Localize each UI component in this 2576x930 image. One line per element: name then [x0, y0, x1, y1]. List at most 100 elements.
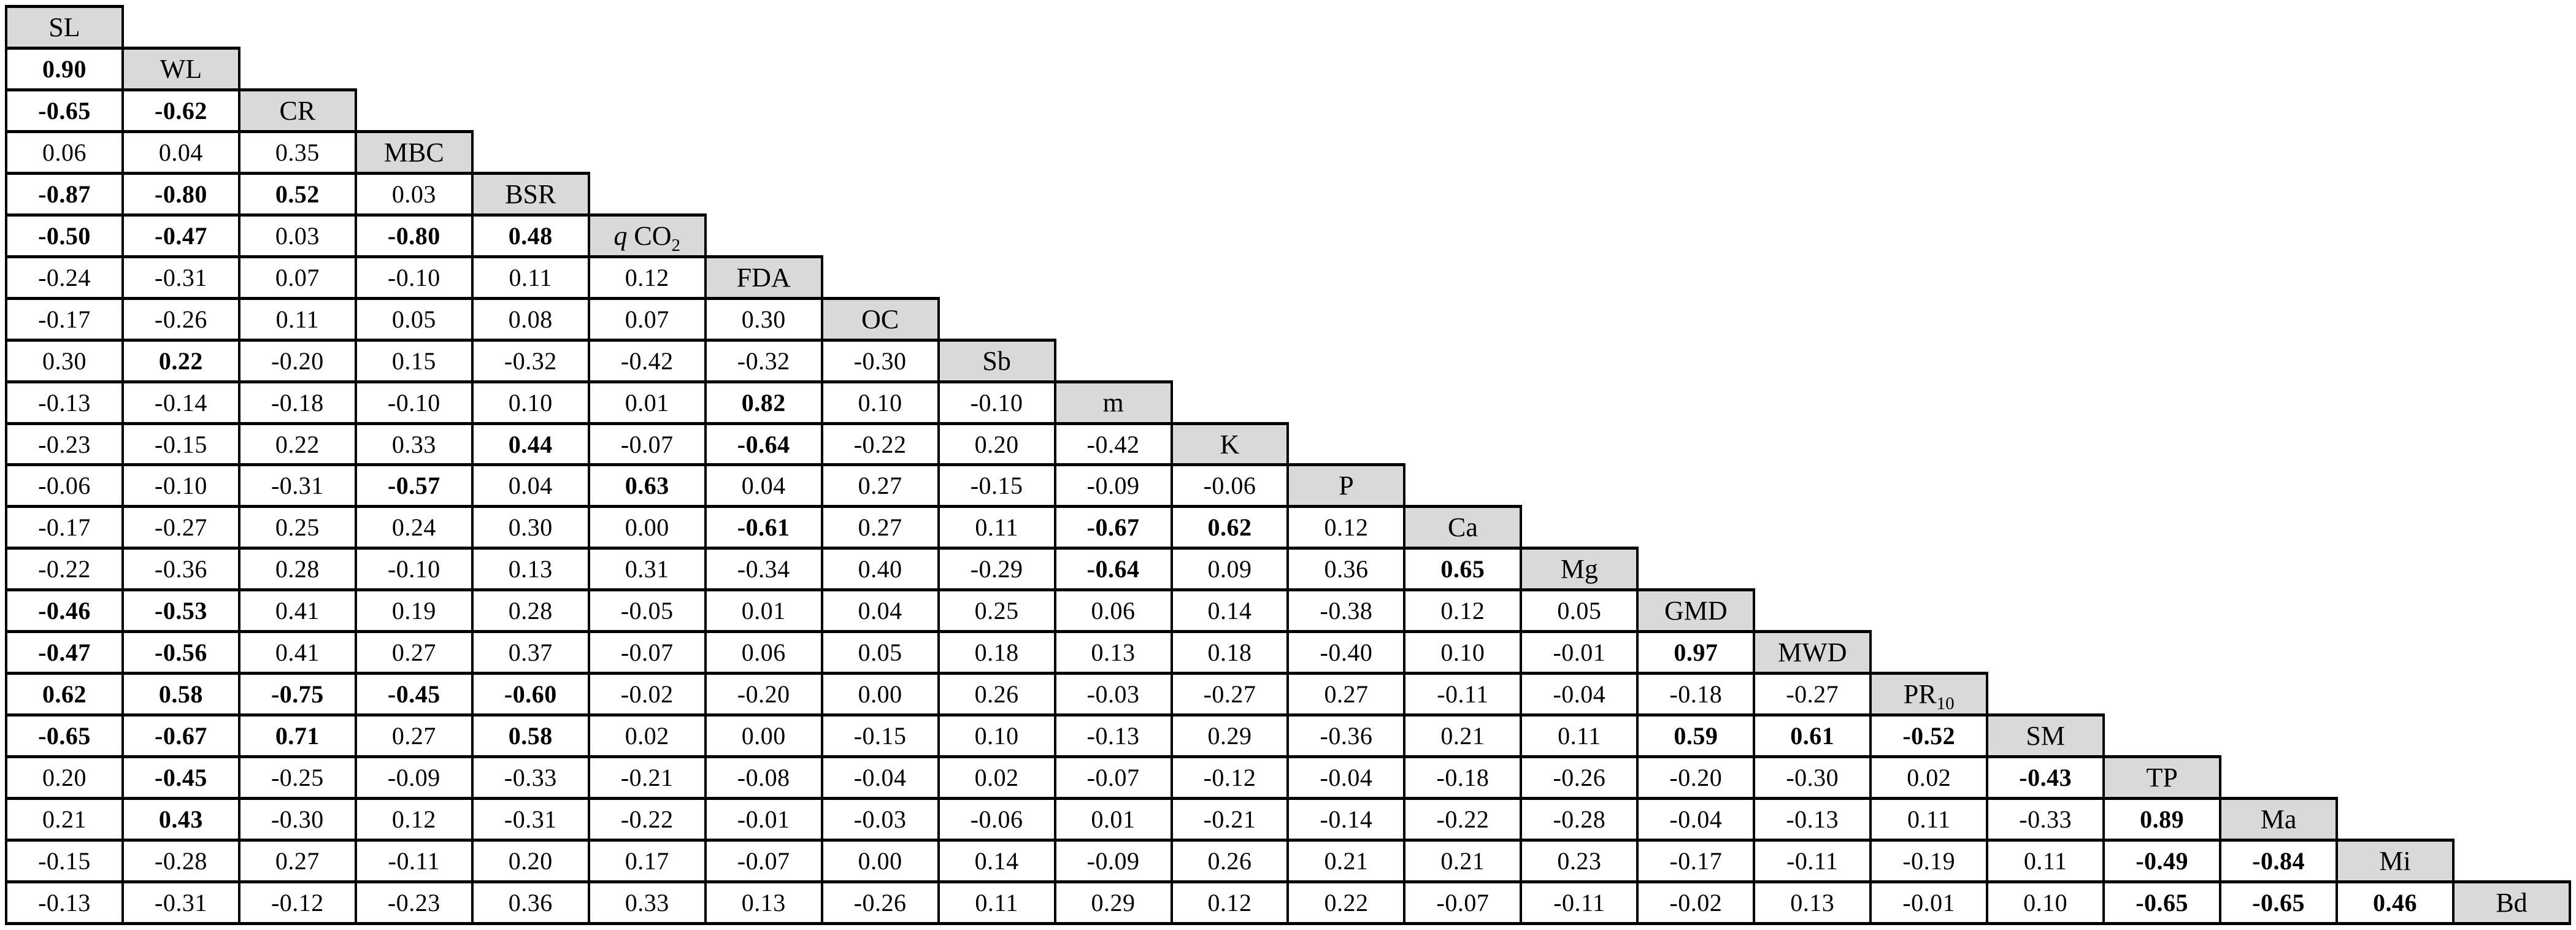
empty-cell	[822, 48, 939, 90]
empty-cell	[2337, 715, 2453, 757]
corr-value-Bd-MWD: 0.13	[1753, 880, 1872, 925]
empty-cell	[2220, 632, 2337, 674]
empty-cell	[1870, 507, 1987, 548]
corr-value-Mg-P: 0.36	[1286, 547, 1406, 592]
empty-cell	[1987, 507, 2104, 548]
corr-value-FDA-qCO2: 0.12	[587, 255, 707, 300]
corr-value-PR10-Sb: 0.26	[937, 672, 1056, 717]
empty-cell	[1870, 590, 1987, 632]
empty-cell	[1288, 48, 1404, 90]
empty-cell	[1987, 382, 2104, 423]
empty-cell	[2453, 590, 2570, 632]
corr-value-Ma-FDA: -0.01	[704, 797, 823, 842]
corr-value-PR10-OC: 0.00	[820, 672, 940, 717]
header-cell-SM: SM	[1986, 713, 2105, 759]
corr-value-m-CR: -0.18	[237, 380, 357, 425]
empty-cell	[822, 7, 939, 48]
corr-value-Mi-m: -0.09	[1053, 839, 1173, 884]
header-text-part: P	[1339, 471, 1354, 501]
empty-cell	[2453, 131, 2570, 173]
empty-cell	[1637, 382, 1754, 423]
empty-cell	[1055, 131, 1172, 173]
corr-value-m-FDA: 0.82	[704, 380, 823, 425]
empty-cell	[472, 131, 589, 173]
corr-value-MBC-CR: 0.35	[237, 129, 357, 175]
corr-value-SM-OC: -0.15	[820, 713, 940, 759]
corr-value-SM-qCO2: 0.02	[587, 713, 707, 759]
corr-value-Ca-FDA: -0.61	[704, 505, 823, 550]
corr-value-K-Sb: 0.20	[937, 421, 1056, 467]
header-text-part: FDA	[736, 262, 791, 293]
corr-value-PR10-BSR: -0.60	[471, 672, 590, 717]
corr-value-SM-MBC: 0.27	[354, 713, 474, 759]
corr-value-Mg-m: -0.64	[1053, 547, 1173, 592]
empty-cell	[1754, 507, 1870, 548]
corr-value-TP-FDA: -0.08	[704, 755, 823, 801]
header-cell-Bd: Bd	[2452, 880, 2571, 925]
empty-cell	[1754, 90, 1870, 131]
empty-cell	[2453, 256, 2570, 298]
corr-value-MWD-CR: 0.41	[237, 630, 357, 675]
corr-value-Mi-MWD: -0.11	[1753, 839, 1872, 884]
empty-cell	[1754, 382, 1870, 423]
corr-value-MWD-K: 0.18	[1170, 630, 1290, 675]
empty-cell	[2337, 131, 2453, 173]
corr-value-FDA-WL: -0.31	[121, 255, 240, 300]
empty-cell	[1637, 465, 1754, 507]
corr-value-Sb-FDA: -0.32	[704, 338, 823, 383]
empty-cell	[2337, 548, 2453, 590]
corr-value-Bd-Ma: -0.65	[2219, 880, 2339, 925]
empty-cell	[1870, 340, 1987, 382]
empty-cell	[2220, 465, 2337, 507]
empty-cell	[1637, 7, 1754, 48]
empty-cell	[1404, 256, 1521, 298]
empty-cell	[2337, 90, 2453, 131]
corr-value-Ca-WL: -0.27	[121, 505, 240, 550]
corr-value-Mi-K: 0.26	[1170, 839, 1290, 884]
empty-cell	[1987, 131, 2104, 173]
corr-value-PR10-Ca: -0.11	[1403, 672, 1523, 717]
empty-cell	[1404, 423, 1521, 465]
empty-cell	[1288, 90, 1404, 131]
empty-cell	[2220, 423, 2337, 465]
empty-cell	[706, 215, 822, 256]
matrix-row-m: -0.13 -0.14 -0.18 -0.10 0.10 0.01 0.82 0.10 -0.1…	[5, 380, 2570, 425]
corr-value-TP-OC: -0.04	[820, 755, 940, 801]
empty-cell	[2104, 298, 2220, 340]
corr-value-SM-m: -0.13	[1053, 713, 1173, 759]
empty-cell	[2337, 382, 2453, 423]
corr-value-Mg-BSR: 0.13	[471, 547, 590, 592]
empty-cell	[356, 48, 472, 90]
corr-value-GMD-qCO2: -0.05	[587, 588, 707, 634]
empty-cell	[2337, 674, 2453, 715]
corr-value-Ma-CR: -0.30	[237, 797, 357, 842]
empty-cell	[2104, 256, 2220, 298]
header-cell-Ma: Ma	[2219, 797, 2339, 842]
empty-cell	[1870, 90, 1987, 131]
corr-value-Bd-P: 0.22	[1286, 880, 1406, 925]
empty-cell	[1754, 548, 1870, 590]
empty-cell	[2337, 757, 2453, 799]
corr-value-Ma-PR10: 0.11	[1869, 797, 1989, 842]
empty-cell	[2337, 632, 2453, 674]
empty-cell	[1987, 48, 2104, 90]
empty-cell	[822, 215, 939, 256]
empty-cell	[1055, 340, 1172, 382]
corr-value-K-WL: -0.15	[121, 421, 240, 467]
corr-value-CR-SL: -0.65	[5, 88, 124, 133]
corr-value-Mg-SL: -0.22	[5, 547, 124, 592]
empty-cell	[2104, 715, 2220, 757]
corr-value-Mg-WL: -0.36	[121, 547, 240, 592]
empty-cell	[2104, 423, 2220, 465]
corr-value-m-BSR: 0.10	[471, 380, 590, 425]
corr-value-TP-PR10: 0.02	[1869, 755, 1989, 801]
empty-cell	[1288, 173, 1404, 215]
empty-cell	[1521, 507, 1637, 548]
empty-cell	[2220, 340, 2337, 382]
empty-cell	[2104, 674, 2220, 715]
corr-value-Ca-OC: 0.27	[820, 505, 940, 550]
empty-cell	[1987, 173, 2104, 215]
header-text-part: WL	[160, 53, 202, 84]
empty-cell	[1055, 48, 1172, 90]
corr-value-MWD-m: 0.13	[1053, 630, 1173, 675]
